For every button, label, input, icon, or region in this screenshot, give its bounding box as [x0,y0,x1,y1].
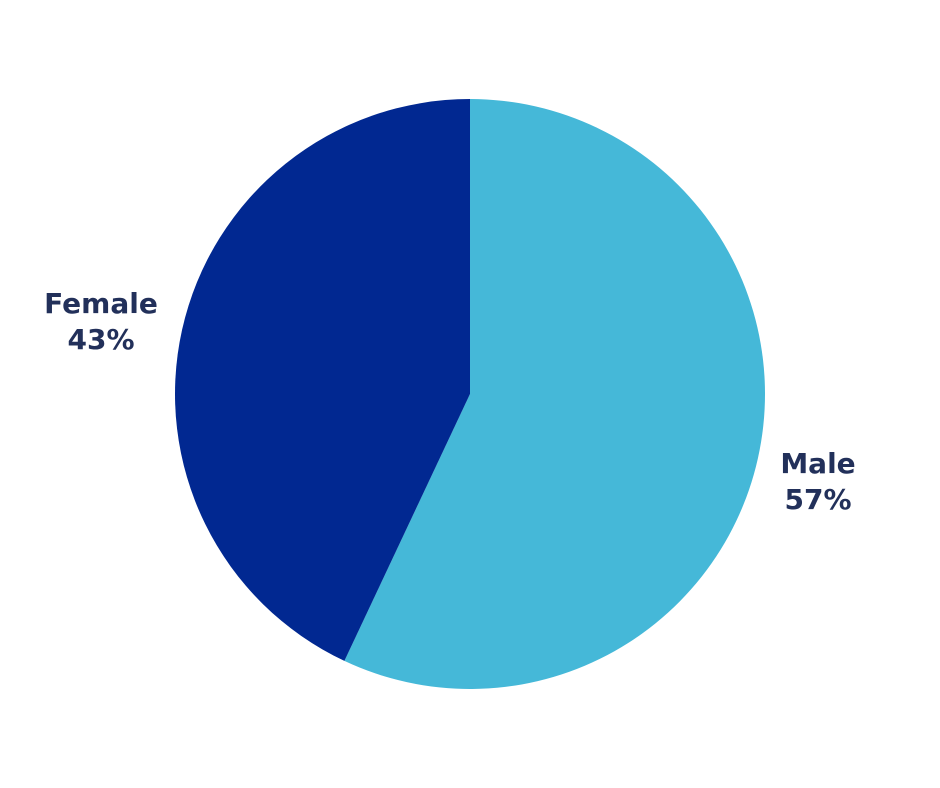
slice-label-male: Male [780,447,855,480]
slice-label-female: Female [44,287,158,320]
slice-value-male: 57% [784,483,851,516]
pie-slices [175,99,766,689]
slice-value-female: 43% [67,323,134,356]
pie-slice-female [175,99,471,661]
pie-slice-male [344,99,766,689]
